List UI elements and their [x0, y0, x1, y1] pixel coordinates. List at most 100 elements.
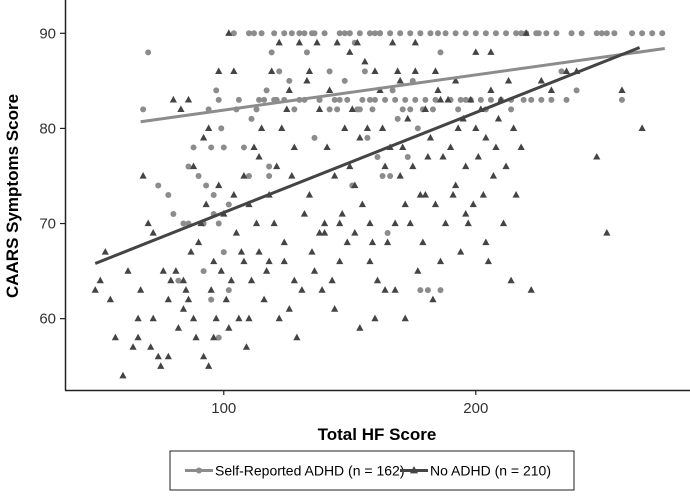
data-point-no-adhd: [439, 152, 447, 160]
data-point-no-adhd: [237, 248, 246, 255]
x-tick-label: 100: [211, 400, 236, 417]
data-point-self-reported-adhd: [437, 287, 444, 294]
data-point-self-reported-adhd: [261, 96, 268, 103]
data-point-self-reported-adhd: [301, 30, 308, 37]
data-point-self-reported-adhd: [336, 30, 343, 37]
data-point-no-adhd: [215, 181, 223, 189]
data-point-no-adhd: [484, 257, 492, 265]
data-point-no-adhd: [396, 171, 404, 179]
data-point-self-reported-adhd: [535, 30, 542, 37]
data-point-self-reported-adhd: [155, 182, 162, 189]
data-point-self-reported-adhd: [276, 68, 283, 75]
data-point-no-adhd: [283, 105, 291, 112]
data-point-self-reported-adhd: [369, 106, 376, 113]
data-point-self-reported-adhd: [457, 96, 464, 103]
data-point-no-adhd: [147, 343, 155, 350]
data-point-no-adhd: [487, 86, 495, 93]
y-tick-label: 70: [39, 216, 56, 233]
data-point-no-adhd: [396, 76, 404, 84]
data-point-self-reported-adhd: [341, 30, 348, 37]
data-point-no-adhd: [164, 352, 172, 360]
data-point-self-reported-adhd: [200, 268, 207, 275]
data-point-self-reported-adhd: [208, 296, 215, 303]
data-point-self-reported-adhd: [331, 96, 338, 103]
data-point-no-adhd: [434, 86, 442, 93]
data-point-no-adhd: [124, 267, 132, 274]
data-point-self-reported-adhd: [414, 125, 421, 132]
data-point-no-adhd: [265, 257, 273, 265]
data-point-self-reported-adhd: [603, 30, 610, 37]
data-point-self-reported-adhd: [344, 96, 351, 103]
legend-label: Self-Reported ADHD (n = 162): [215, 463, 404, 479]
data-point-self-reported-adhd: [618, 96, 625, 103]
data-point-self-reported-adhd: [195, 172, 202, 179]
data-point-no-adhd: [527, 286, 535, 293]
data-point-no-adhd: [290, 143, 298, 151]
ticks: 60 70 80 90 100 200: [39, 25, 488, 417]
data-point-self-reported-adhd: [462, 96, 469, 103]
data-point-no-adhd: [177, 105, 185, 112]
data-point-no-adhd: [298, 286, 306, 293]
data-point-self-reported-adhd: [288, 30, 295, 37]
data-point-self-reported-adhd: [578, 30, 585, 37]
legend-key-marker: [196, 467, 202, 474]
data-point-no-adhd: [351, 181, 359, 189]
x-axis-title: Total HF Score: [318, 425, 437, 444]
data-point-no-adhd: [255, 248, 263, 255]
data-point-self-reported-adhd: [225, 201, 232, 208]
data-point-self-reported-adhd: [573, 87, 580, 94]
data-point-self-reported-adhd: [389, 87, 396, 94]
data-point-self-reported-adhd: [404, 153, 411, 160]
data-point-self-reported-adhd: [568, 30, 575, 37]
data-point-no-adhd: [91, 286, 99, 293]
data-point-no-adhd: [268, 67, 276, 74]
data-point-no-adhd: [431, 200, 440, 208]
data-point-no-adhd: [320, 219, 329, 227]
data-point-no-adhd: [315, 229, 324, 236]
data-point-no-adhd: [547, 86, 555, 93]
trend-lines: [94, 46, 666, 265]
data-point-self-reported-adhd: [611, 30, 618, 37]
data-point-self-reported-adhd: [392, 96, 399, 103]
data-point-no-adhd: [222, 295, 230, 303]
data-point-self-reported-adhd: [649, 30, 656, 37]
data-point-no-adhd: [129, 343, 137, 350]
data-point-no-adhd: [419, 238, 427, 246]
y-tick-label: 80: [39, 120, 56, 137]
data-point-no-adhd: [295, 38, 303, 46]
data-point-self-reported-adhd: [175, 277, 182, 284]
data-point-no-adhd: [429, 295, 437, 303]
data-point-no-adhd: [149, 314, 157, 322]
data-point-self-reported-adhd: [513, 30, 520, 37]
data-point-self-reported-adhd: [417, 287, 424, 294]
data-point-no-adhd: [187, 248, 195, 255]
data-point-self-reported-adhd: [215, 334, 222, 341]
y-tick-label: 90: [39, 25, 56, 42]
data-point-self-reported-adhd: [170, 211, 177, 218]
data-point-self-reported-adhd: [251, 30, 258, 37]
data-point-self-reported-adhd: [291, 106, 298, 113]
data-point-no-adhd: [346, 162, 354, 170]
data-point-no-adhd: [421, 191, 429, 198]
data-point-no-adhd: [509, 124, 518, 132]
data-point-no-adhd: [343, 238, 351, 246]
x-tick-label: 200: [463, 400, 488, 417]
legend-box: [169, 450, 575, 491]
data-point-no-adhd: [184, 295, 193, 303]
data-point-no-adhd: [469, 200, 477, 208]
data-point-self-reported-adhd: [424, 287, 431, 294]
data-point-no-adhd: [182, 286, 190, 293]
data-point-self-reported-adhd: [639, 30, 646, 37]
data-point-no-adhd: [159, 267, 167, 274]
data-point-no-adhd: [270, 219, 278, 227]
data-point-no-adhd: [192, 333, 200, 341]
data-point-self-reported-adhd: [145, 49, 152, 56]
data-point-no-adhd: [452, 76, 460, 84]
data-point-self-reported-adhd: [407, 30, 414, 37]
data-point-no-adhd: [280, 238, 288, 246]
data-point-no-adhd: [436, 95, 445, 103]
data-point-self-reported-adhd: [215, 96, 222, 103]
legend-label: No ADHD (n = 210): [430, 463, 551, 479]
data-point-self-reported-adhd: [240, 144, 247, 151]
data-point-no-adhd: [348, 105, 356, 112]
